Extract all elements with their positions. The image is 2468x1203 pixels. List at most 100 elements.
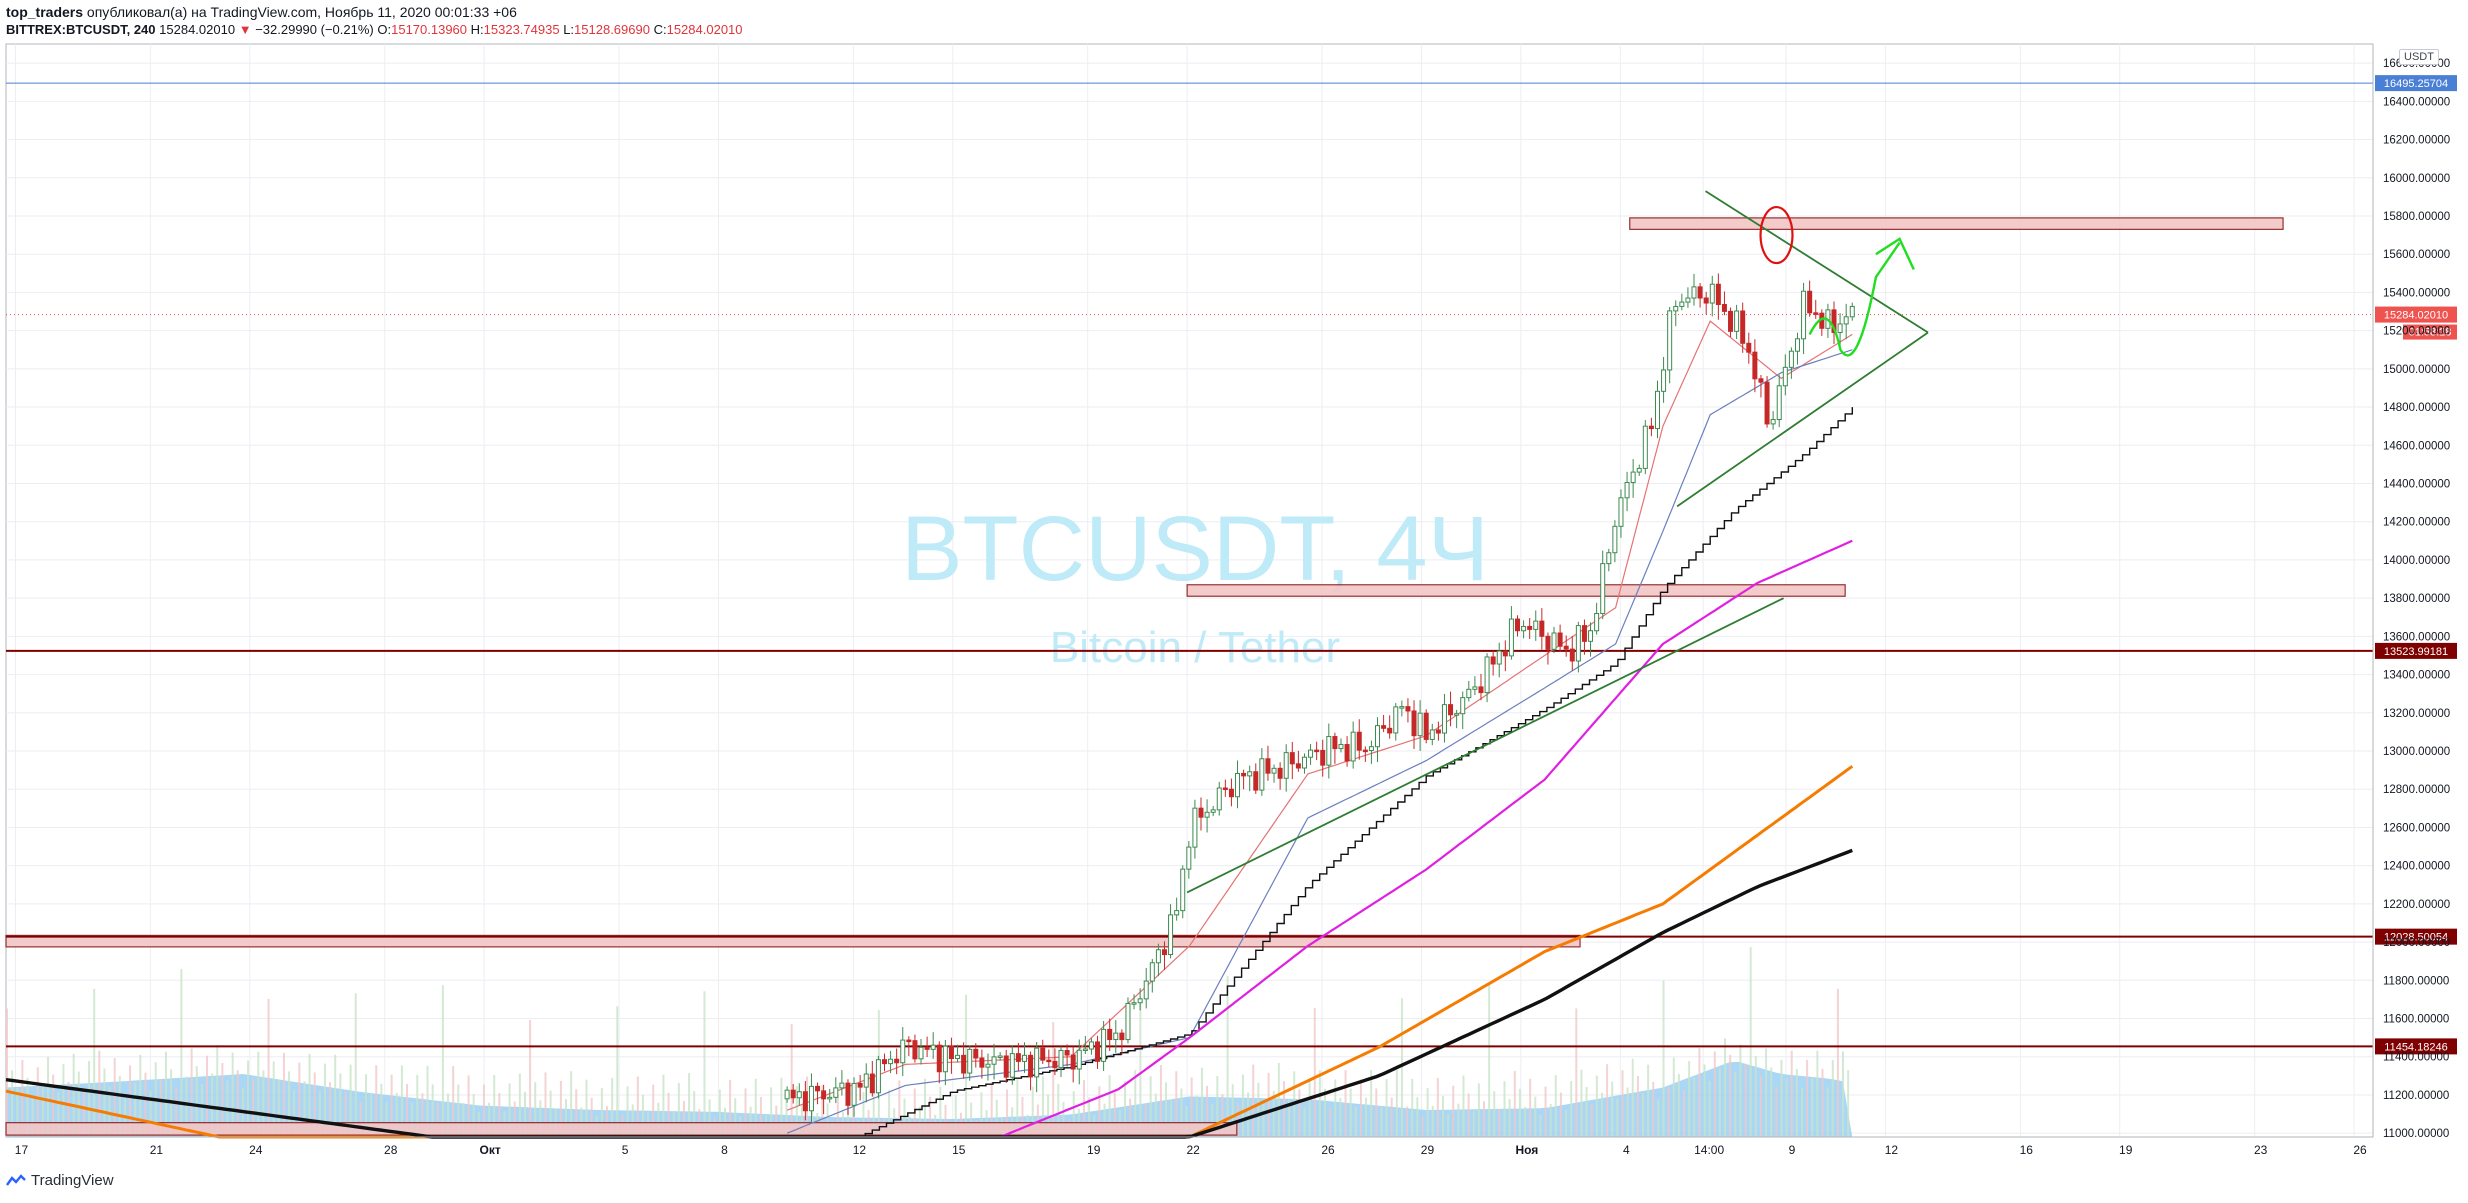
- volume-bar: [1180, 1088, 1183, 1137]
- volume-bar: [16, 1088, 19, 1137]
- volume-bar: [129, 1065, 132, 1137]
- time-tick-label: 5: [622, 1143, 629, 1157]
- footer-brand[interactable]: TradingView: [6, 1172, 114, 1189]
- candle-body: [1161, 949, 1167, 956]
- candle-body: [900, 1039, 906, 1064]
- price-tick-label: 13600.00000: [2383, 631, 2450, 643]
- volume-bar: [1785, 1078, 1788, 1137]
- candle-body: [973, 1048, 979, 1059]
- candle-body: [1837, 323, 1843, 333]
- watermark: BTCUSDT, 4Ч Bitcoin / Tether: [901, 498, 1489, 672]
- volume-bar: [1349, 1088, 1352, 1137]
- time-axis[interactable]: 17 21 24 28 Окт 5 8 12 15 19 22 26 29 Ноя 4 14:00 9 12 16 1…: [6, 1136, 2373, 1157]
- volume-bar: [1231, 1084, 1234, 1137]
- volume-bar: [308, 1053, 311, 1137]
- volume-bar: [1252, 1064, 1255, 1137]
- volume-bar: [1339, 1097, 1342, 1137]
- time-tick-label: 12: [853, 1143, 867, 1157]
- candle-body: [1782, 366, 1788, 387]
- volume-bar: [447, 1093, 450, 1137]
- volume-bar: [52, 1074, 55, 1137]
- volume-bar: [800, 1104, 803, 1137]
- candle-body: [1052, 1060, 1058, 1068]
- time-tick-label: 12: [1885, 1143, 1899, 1157]
- candle-body: [1527, 625, 1533, 630]
- volume-bar: [1811, 1078, 1814, 1137]
- candle-body: [906, 1039, 912, 1043]
- volume-bar: [759, 1096, 762, 1137]
- candle-body: [961, 1054, 967, 1074]
- price-axis[interactable]: 16600.0000016400.0000016200.0000016000.0…: [2372, 44, 2450, 1140]
- volume-bar: [1780, 1059, 1783, 1137]
- candle-body: [1654, 390, 1660, 430]
- volume-bar: [67, 1081, 70, 1137]
- volume-bar: [1072, 1091, 1075, 1137]
- volume-bar: [600, 1088, 603, 1137]
- volume-bar: [1724, 1038, 1727, 1137]
- price-tick-label: 16000.00000: [2383, 173, 2450, 185]
- volume-bar: [1483, 1101, 1486, 1137]
- candle-body: [991, 1056, 997, 1065]
- volume-bar: [472, 1093, 475, 1137]
- candle-body: [1490, 656, 1496, 665]
- volume-bar: [1842, 1051, 1845, 1137]
- candle-body: [930, 1044, 936, 1050]
- volume-bar: [488, 1102, 491, 1137]
- volume-bar: [1282, 1081, 1285, 1137]
- trendline: [1676, 331, 1929, 508]
- volume-bar: [221, 1063, 224, 1137]
- volume-bar: [1108, 1075, 1111, 1137]
- volume-bar: [400, 1065, 403, 1137]
- bar-timer-label: 01:58:28: [2409, 327, 2452, 339]
- candle-body: [1667, 310, 1673, 371]
- volume-bar: [47, 1056, 50, 1137]
- publisher-name[interactable]: top_traders: [6, 4, 84, 20]
- watermark-subtitle: Bitcoin / Tether: [1050, 623, 1340, 672]
- candle-body: [1228, 788, 1234, 798]
- candle-body: [936, 1044, 942, 1073]
- currency-label[interactable]: USDT: [2399, 49, 2439, 65]
- sr-zone: [5, 934, 1581, 948]
- volume-bar: [1570, 1081, 1573, 1137]
- volume-bar: [1206, 1085, 1209, 1137]
- price-tick-label: 14800.00000: [2383, 402, 2450, 414]
- price-tick-label: 11000.00000: [2383, 1128, 2449, 1140]
- volume-bar: [1477, 1083, 1480, 1137]
- volume-bar: [821, 1085, 824, 1137]
- volume-bar: [1288, 1099, 1291, 1137]
- volume-bar: [1380, 1106, 1383, 1137]
- volume-bar: [416, 1074, 419, 1137]
- symbol-label[interactable]: BITTREX:BTCUSDT, 240: [6, 22, 156, 37]
- candle-body: [1375, 725, 1381, 748]
- price-tick-label: 15000.00000: [2383, 364, 2450, 376]
- time-tick-label: 8: [721, 1143, 728, 1157]
- volume-bar: [775, 1105, 778, 1137]
- volume-bar: [185, 1076, 188, 1137]
- level-label: 12028.50054: [2384, 932, 2448, 944]
- candle-body: [1028, 1054, 1034, 1078]
- volume-bar: [1334, 1079, 1337, 1137]
- candle-body: [875, 1059, 881, 1094]
- volume-bar: [1124, 1081, 1127, 1137]
- publisher-line: top_traders опубликовал(а) на TradingVie…: [6, 4, 517, 20]
- volume-bar: [1395, 1069, 1398, 1137]
- open-value: 15170.13960: [391, 22, 468, 37]
- price-tick-label: 15800.00000: [2383, 211, 2450, 223]
- volume-bar: [1580, 1069, 1583, 1137]
- ma-magenta: [999, 539, 1853, 1139]
- level-tag: [2375, 1038, 2457, 1055]
- candle-body: [1076, 1049, 1082, 1070]
- open-label: O:: [377, 22, 392, 37]
- volume-bar: [513, 1101, 516, 1137]
- volume-bar: [175, 1087, 178, 1137]
- time-tick-label: 23: [2254, 1143, 2268, 1157]
- candle-body: [1575, 625, 1581, 662]
- candle-body: [1588, 630, 1594, 642]
- volume-bar: [467, 1075, 470, 1137]
- volume-bar: [1144, 1104, 1147, 1137]
- candle-body: [924, 1046, 930, 1050]
- volume-bar: [1421, 1115, 1424, 1137]
- candle-body: [1149, 962, 1155, 982]
- candle-body: [827, 1096, 833, 1100]
